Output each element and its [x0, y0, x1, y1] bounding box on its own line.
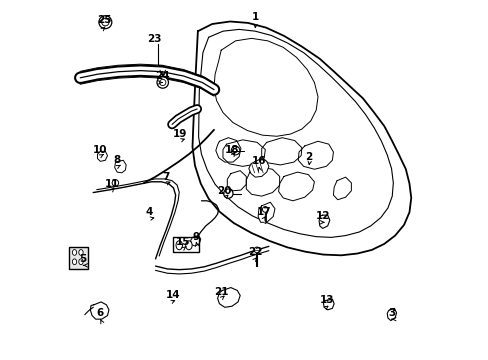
Text: 3: 3: [387, 308, 394, 318]
Polygon shape: [115, 160, 126, 173]
Text: 21: 21: [214, 287, 228, 297]
Circle shape: [99, 16, 112, 29]
Text: 17: 17: [256, 207, 271, 217]
Text: 18: 18: [224, 144, 239, 154]
Circle shape: [102, 19, 109, 26]
Polygon shape: [214, 39, 317, 136]
Ellipse shape: [72, 259, 77, 265]
Ellipse shape: [72, 249, 77, 255]
Text: 15: 15: [176, 237, 190, 247]
Circle shape: [157, 77, 168, 88]
Text: 9: 9: [192, 232, 199, 242]
Polygon shape: [90, 302, 109, 319]
Polygon shape: [319, 215, 329, 228]
Polygon shape: [97, 151, 107, 161]
Text: 11: 11: [104, 179, 119, 189]
Polygon shape: [215, 138, 241, 162]
Circle shape: [254, 247, 260, 253]
Text: 14: 14: [165, 290, 180, 300]
Ellipse shape: [79, 259, 83, 265]
Text: 10: 10: [93, 144, 107, 154]
Text: 6: 6: [97, 309, 104, 318]
Text: 19: 19: [172, 129, 187, 139]
Text: 23: 23: [146, 35, 161, 44]
Circle shape: [231, 146, 239, 155]
Ellipse shape: [79, 249, 83, 255]
Text: 8: 8: [113, 155, 121, 165]
Polygon shape: [192, 22, 410, 255]
Ellipse shape: [185, 241, 192, 250]
Text: 20: 20: [217, 186, 231, 197]
Text: 2: 2: [305, 152, 312, 162]
Bar: [69, 247, 88, 269]
Text: 13: 13: [319, 295, 333, 305]
Polygon shape: [261, 138, 301, 165]
Text: 16: 16: [251, 156, 265, 166]
Polygon shape: [323, 299, 333, 310]
Polygon shape: [246, 167, 279, 196]
Bar: [172, 237, 198, 252]
Polygon shape: [190, 235, 201, 246]
Circle shape: [223, 189, 233, 198]
Polygon shape: [248, 158, 268, 177]
Text: 12: 12: [316, 211, 330, 221]
Text: 5: 5: [80, 254, 86, 264]
Text: 4: 4: [145, 207, 153, 217]
Circle shape: [102, 19, 109, 26]
Polygon shape: [258, 202, 274, 222]
Polygon shape: [223, 140, 265, 166]
Text: 25: 25: [97, 15, 112, 26]
Polygon shape: [333, 177, 351, 200]
Polygon shape: [217, 288, 240, 307]
Text: 22: 22: [247, 247, 262, 257]
Polygon shape: [298, 141, 333, 169]
Text: 7: 7: [162, 172, 169, 182]
Polygon shape: [278, 172, 314, 201]
Polygon shape: [227, 171, 246, 191]
Text: 1: 1: [251, 12, 258, 22]
Circle shape: [159, 79, 165, 86]
Text: 24: 24: [154, 71, 169, 81]
Polygon shape: [386, 309, 396, 320]
Circle shape: [112, 180, 119, 186]
Circle shape: [262, 207, 267, 212]
Ellipse shape: [176, 241, 182, 250]
